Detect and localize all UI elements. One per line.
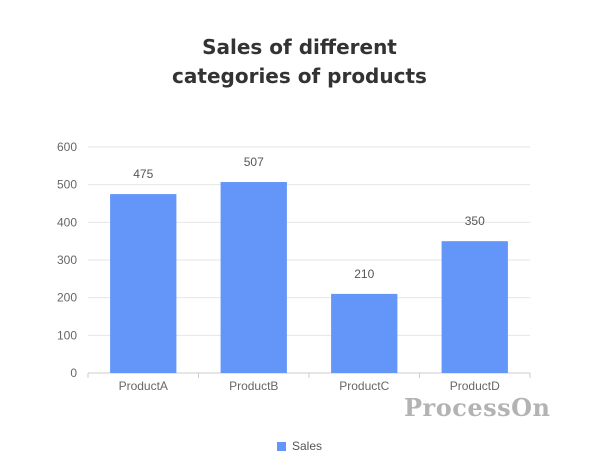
processon-watermark: ProcessOn bbox=[404, 393, 551, 422]
y-tick-label-100: 100 bbox=[57, 328, 77, 342]
bar-productc[interactable] bbox=[331, 293, 398, 373]
chart-title: Sales of different categories of product… bbox=[0, 33, 599, 91]
data-label-productc: 210 bbox=[354, 267, 374, 281]
y-tick-label-300: 300 bbox=[57, 253, 77, 267]
y-tick-label-500: 500 bbox=[57, 178, 77, 192]
bar-productd[interactable] bbox=[441, 241, 508, 373]
bar-producta[interactable] bbox=[110, 194, 177, 373]
y-tick-label-400: 400 bbox=[57, 215, 77, 229]
bar-productb[interactable] bbox=[220, 182, 287, 373]
y-tick-label-200: 200 bbox=[57, 291, 77, 305]
data-label-productb: 507 bbox=[244, 155, 264, 169]
legend-label-sales: Sales bbox=[291, 439, 323, 453]
y-tick-label-0: 0 bbox=[70, 366, 77, 380]
data-label-productd: 350 bbox=[465, 214, 485, 228]
x-tick-label-producta: ProductA bbox=[119, 379, 168, 393]
data-label-producta: 475 bbox=[133, 167, 153, 181]
y-tick-label-600: 600 bbox=[57, 140, 77, 154]
chart-legend[interactable]: Sales bbox=[0, 439, 599, 453]
x-tick-label-productc: ProductC bbox=[339, 379, 389, 393]
x-tick-label-productd: ProductD bbox=[450, 379, 500, 393]
legend-swatch-sales bbox=[276, 442, 286, 451]
chart-title-line-1: Sales of different bbox=[202, 35, 397, 59]
chart-title-line-2: categories of products bbox=[172, 64, 427, 88]
x-tick-label-productb: ProductB bbox=[229, 379, 278, 393]
